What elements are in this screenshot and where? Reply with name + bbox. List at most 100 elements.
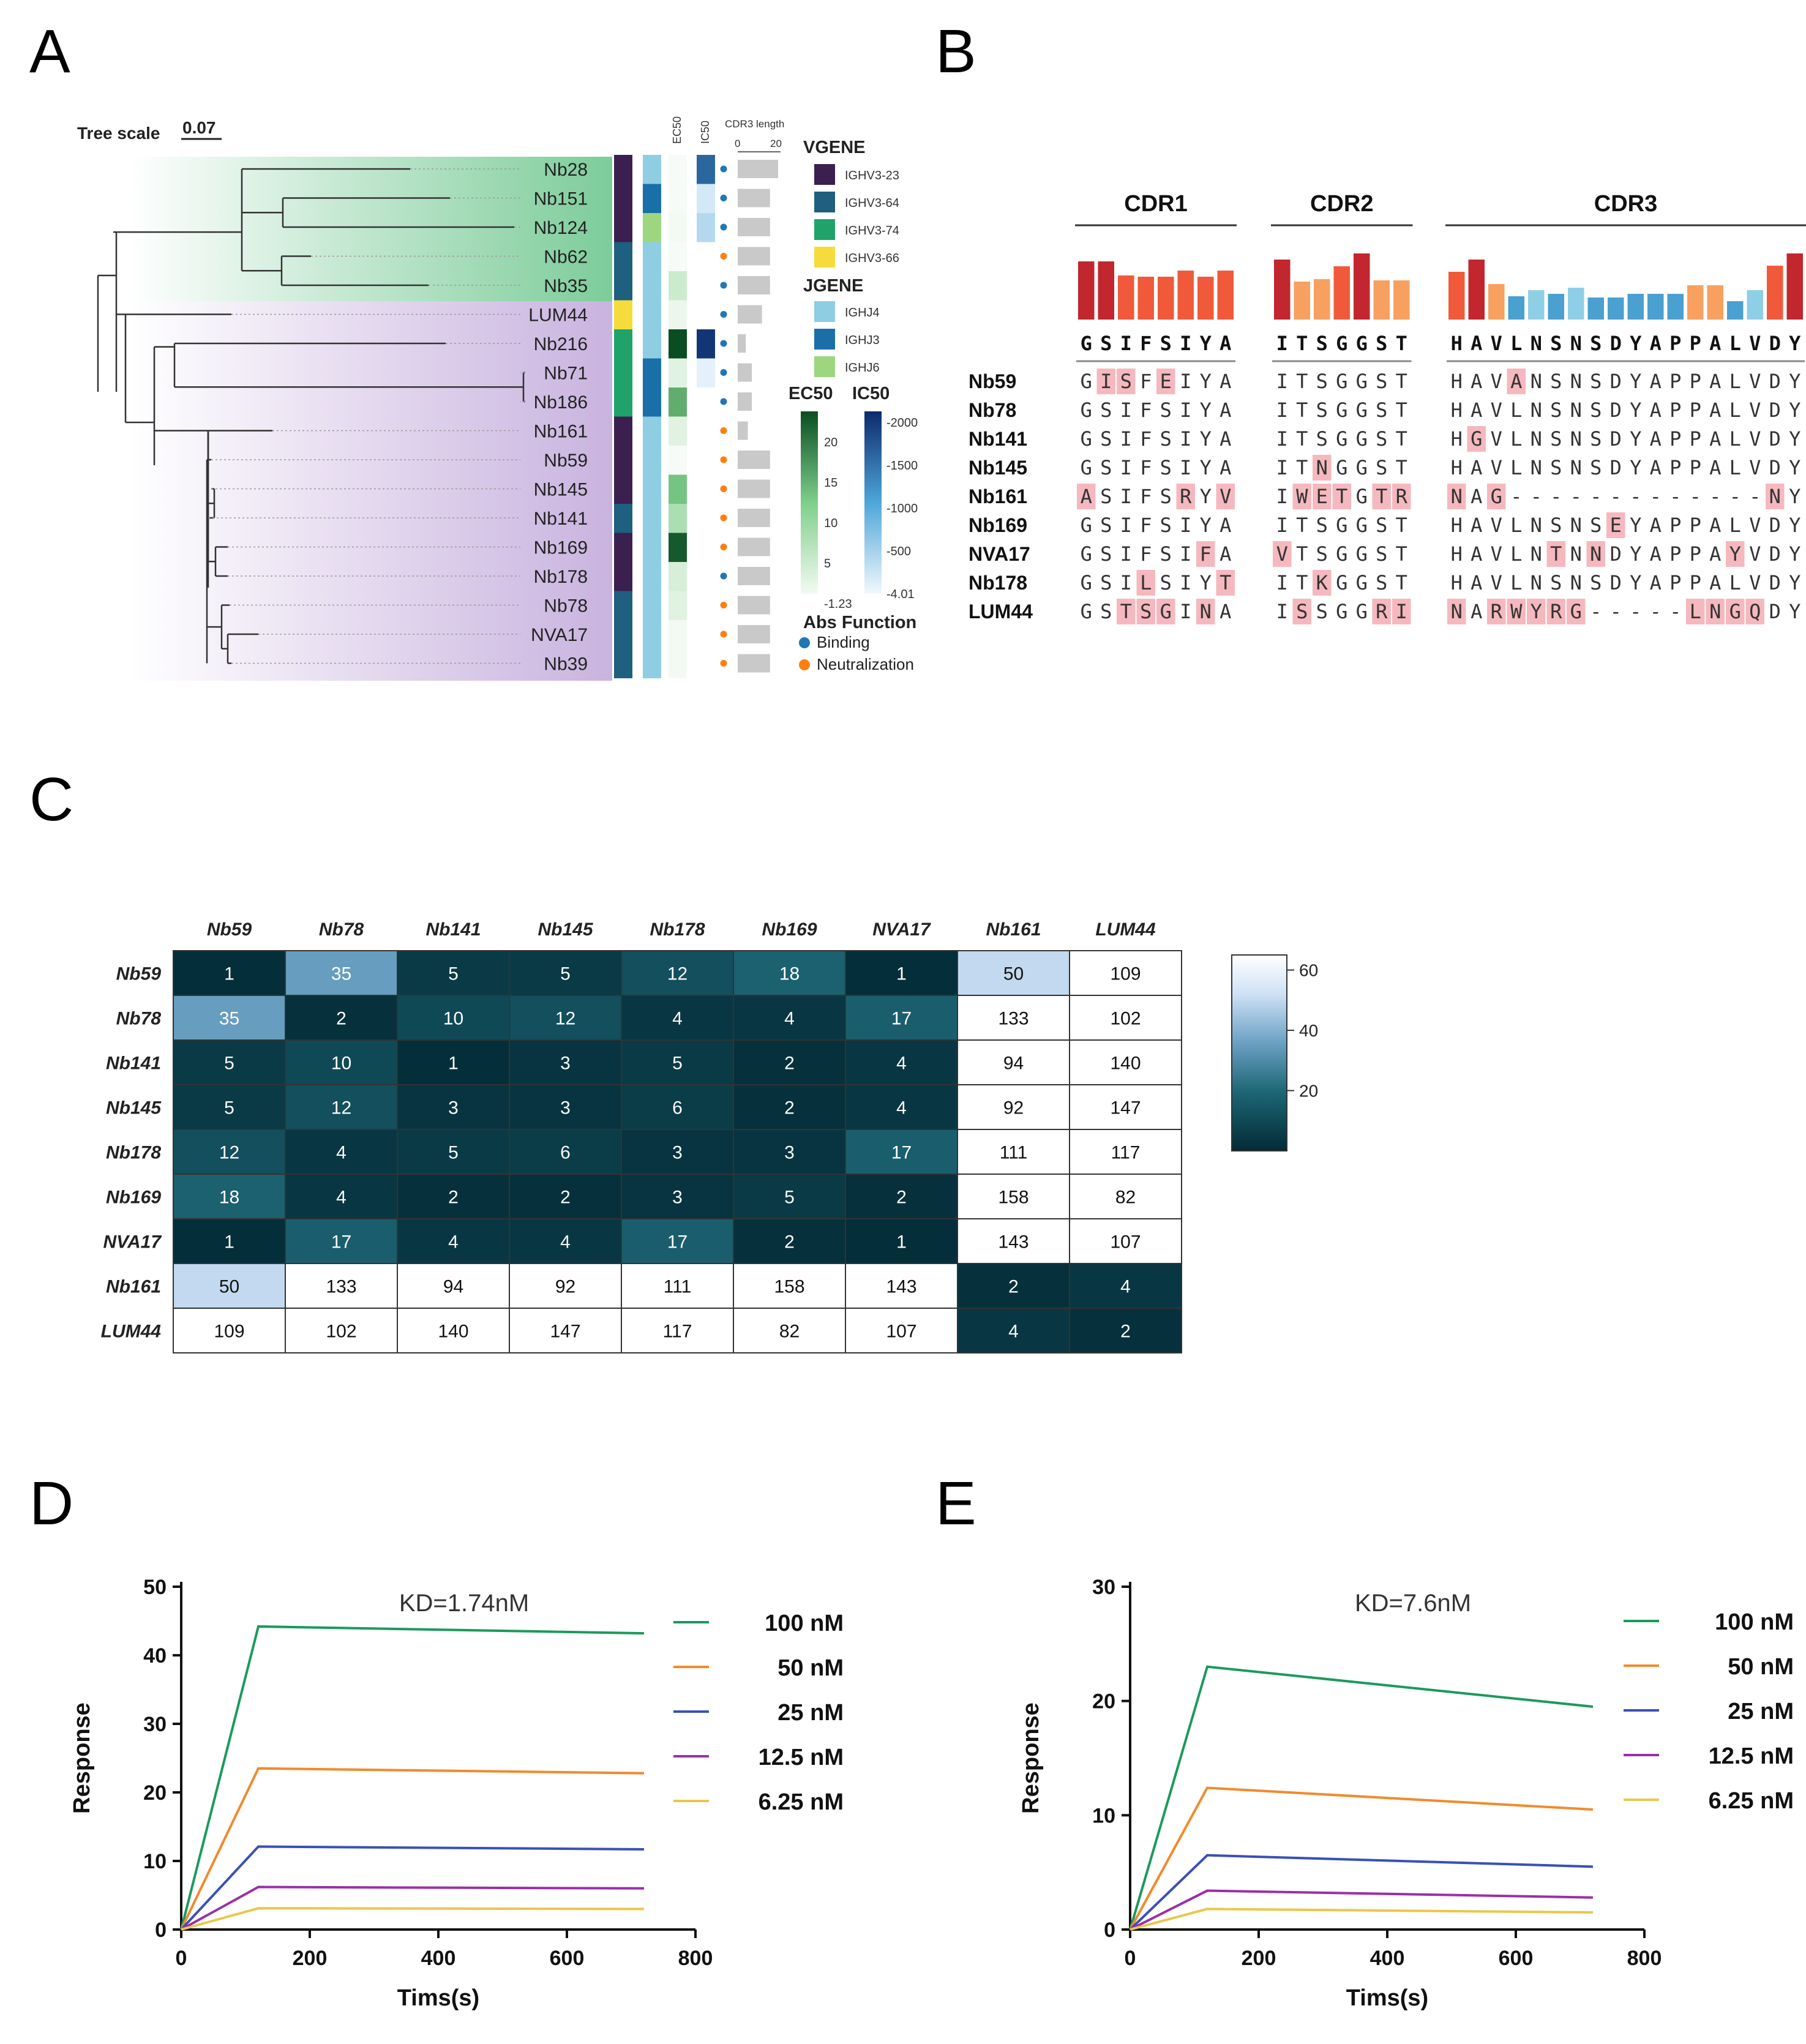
aligned-residue: Y bbox=[1200, 427, 1212, 451]
aligned-residue: S bbox=[1550, 427, 1562, 451]
jgene-cell bbox=[643, 184, 661, 213]
aligned-residue: N bbox=[1709, 600, 1721, 623]
heatmap-cell-value: 133 bbox=[326, 1277, 356, 1297]
heatmap-cell-value: 2 bbox=[784, 1232, 795, 1252]
heatmap-cell-value: 5 bbox=[224, 1098, 234, 1118]
y-axis-label: Response bbox=[1018, 1702, 1044, 1814]
aligned-residue: G bbox=[1356, 456, 1368, 479]
aligned-residue: V bbox=[1491, 370, 1502, 393]
aligned-residue: Y bbox=[1789, 456, 1800, 479]
kd-annotation: KD=7.6nM bbox=[1355, 1590, 1471, 1617]
aligned-residue: V bbox=[1749, 542, 1761, 566]
heatmap-cell-value: 10 bbox=[331, 1054, 351, 1074]
aligned-residue: G bbox=[1356, 399, 1368, 422]
heatmap-cell-value: 147 bbox=[1110, 1098, 1141, 1118]
aligned-residue: G bbox=[1336, 514, 1347, 537]
function-dot bbox=[720, 456, 727, 463]
aligned-residue: E bbox=[1316, 485, 1328, 508]
aligned-residue: - bbox=[1610, 485, 1622, 508]
logo-bar bbox=[1158, 277, 1174, 320]
heatmap-cell bbox=[1069, 1174, 1182, 1219]
aligned-residue: T bbox=[1396, 514, 1407, 537]
mismatch-highlight bbox=[1292, 484, 1311, 509]
aligned-residue: N bbox=[1570, 542, 1582, 566]
cdr-region-title: CDR2 bbox=[1310, 191, 1373, 217]
aligned-residue: T bbox=[1296, 542, 1308, 566]
jgene-legend: IGHJ4 IGHJ3 IGHJ6 bbox=[814, 301, 880, 377]
panel-c-heatmap: Nb59 Nb78 Nb141 Nb145 Nb178 Nb169 NVA17 Nb161 LU… bbox=[101, 919, 1318, 1353]
logo-bar bbox=[1647, 294, 1664, 320]
aligned-residue: - bbox=[1669, 485, 1681, 508]
leaf-label: Nb28 bbox=[544, 160, 588, 180]
logo-bar bbox=[1354, 253, 1370, 320]
leaf-labels: Nb28 Nb151 Nb124 Nb62 Nb35 LUM44 Nb216 Nb71 Nb18… bbox=[528, 160, 588, 675]
aligned-residue: P bbox=[1690, 399, 1701, 422]
heatmap-cell bbox=[621, 1174, 734, 1219]
cdr3-length-bar bbox=[738, 654, 770, 673]
aligned-residue: N bbox=[1200, 600, 1212, 623]
kd-annotation: KD=1.74nM bbox=[399, 1590, 529, 1617]
aligned-residue: G bbox=[1081, 456, 1092, 479]
aligned-residue: P bbox=[1669, 399, 1681, 422]
y-tick-label: 20 bbox=[1092, 1690, 1115, 1713]
legend-label: 50 nM bbox=[777, 1655, 844, 1681]
jgene-swatch bbox=[814, 301, 835, 322]
aligned-residue: Y bbox=[1630, 571, 1641, 594]
aligned-residue: S bbox=[1376, 427, 1387, 451]
consensus-residue: T bbox=[1396, 332, 1407, 355]
heatmap-cell-value: 3 bbox=[560, 1054, 571, 1074]
mismatch-highlight bbox=[1196, 599, 1215, 624]
aligned-residue: Y bbox=[1630, 427, 1641, 451]
binding-curve bbox=[181, 1885, 645, 1931]
cdr3-length-bar bbox=[738, 363, 752, 382]
consensus-residue: N bbox=[1531, 332, 1542, 355]
heatmap-cell bbox=[1069, 1263, 1182, 1309]
cdr3-length-bar bbox=[738, 537, 770, 556]
aligned-residue: S bbox=[1100, 571, 1112, 594]
alignment-row-label: Nb145 bbox=[969, 457, 1027, 479]
aligned-residue: A bbox=[1471, 571, 1482, 594]
ic50-cell bbox=[697, 300, 715, 329]
consensus-residue: F bbox=[1140, 332, 1152, 355]
cdr3-length-bar bbox=[738, 567, 770, 585]
cdr-region-title: CDR1 bbox=[1124, 191, 1187, 217]
ic50-cell bbox=[697, 387, 715, 417]
aligned-residue: Y bbox=[1630, 399, 1641, 422]
mismatch-highlight bbox=[1686, 599, 1705, 624]
aligned-residue: H bbox=[1451, 370, 1463, 393]
jgene-swatch bbox=[814, 356, 835, 377]
heatmap-col-label: Nb178 bbox=[650, 919, 705, 940]
mismatch-highlight bbox=[1766, 484, 1785, 509]
logo-bar bbox=[1587, 298, 1604, 320]
heatmap-row-label: NVA17 bbox=[103, 1232, 162, 1252]
aligned-residue: V bbox=[1276, 542, 1288, 566]
ic50-cell bbox=[697, 358, 715, 387]
aligned-residue: - bbox=[1590, 485, 1602, 508]
aligned-residue: P bbox=[1669, 571, 1681, 594]
aligned-residue: T bbox=[1296, 370, 1308, 393]
heatmap-cell-value: 92 bbox=[555, 1277, 575, 1297]
function-dot bbox=[720, 253, 727, 260]
vgene-cell bbox=[614, 358, 632, 387]
heatmap-cell-value: 143 bbox=[998, 1232, 1029, 1252]
aligned-residue: S bbox=[1376, 456, 1387, 479]
consensus-residue: G bbox=[1081, 332, 1092, 355]
aligned-residue: D bbox=[1769, 427, 1781, 451]
logo-bar bbox=[1217, 271, 1234, 320]
aligned-residue: G bbox=[1336, 456, 1347, 479]
aligned-residue: I bbox=[1276, 571, 1288, 594]
leaf-label: Nb151 bbox=[534, 189, 588, 209]
heatmap-cell-value: 5 bbox=[448, 1143, 459, 1163]
heatmap-cell-value: 12 bbox=[555, 1009, 575, 1029]
aligned-residue: I bbox=[1276, 600, 1288, 623]
aligned-residue: G bbox=[1356, 542, 1368, 566]
leaf-label: Nb216 bbox=[534, 334, 588, 354]
aligned-residue: S bbox=[1100, 456, 1112, 479]
vgene-cell bbox=[614, 329, 632, 359]
function-dot bbox=[720, 195, 727, 201]
aligned-residue: S bbox=[1296, 600, 1308, 623]
aligned-residue: T bbox=[1550, 542, 1562, 566]
aligned-residue: S bbox=[1160, 485, 1172, 508]
heatmap-col-label: Nb141 bbox=[425, 919, 481, 940]
heatmap-cell-value: 111 bbox=[1000, 1143, 1028, 1163]
